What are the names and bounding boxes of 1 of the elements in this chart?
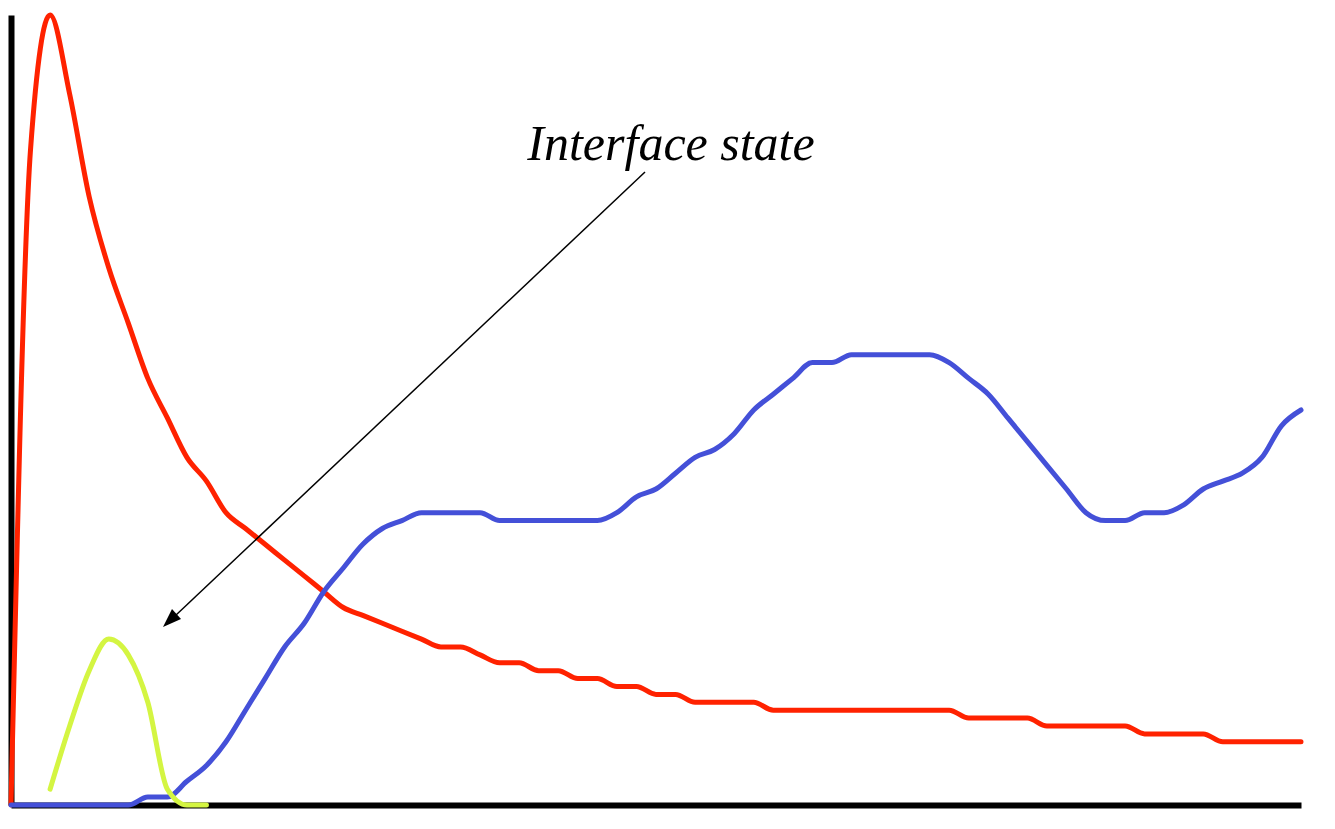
annotation: Interface state — [526, 115, 815, 171]
